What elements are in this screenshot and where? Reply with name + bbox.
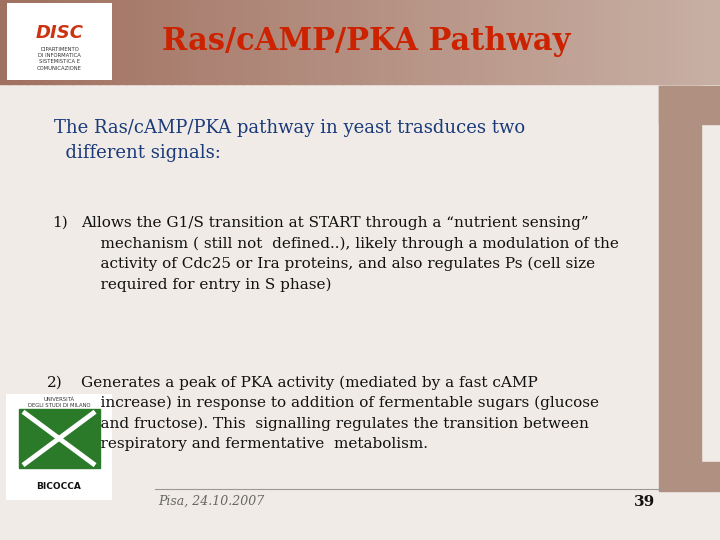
Text: Pisa, 24.10.2007: Pisa, 24.10.2007: [158, 495, 265, 508]
Bar: [171, 0, 181, 84]
Bar: [9, 0, 19, 84]
Bar: [90, 0, 100, 84]
Bar: [459, 0, 469, 84]
Bar: [684, 0, 694, 84]
Bar: [135, 0, 145, 84]
Bar: [621, 0, 631, 84]
Text: The Ras/cAMP/PKA pathway in yeast trasduces two
  different signals:: The Ras/cAMP/PKA pathway in yeast trasdu…: [54, 119, 525, 162]
Text: 2): 2): [47, 375, 63, 389]
Bar: [468, 0, 478, 84]
Bar: [414, 0, 424, 84]
Bar: [27, 0, 37, 84]
Bar: [144, 0, 154, 84]
Bar: [495, 0, 505, 84]
Text: 39: 39: [634, 495, 655, 509]
Bar: [243, 0, 253, 84]
Bar: [54, 0, 64, 84]
Bar: [324, 0, 334, 84]
Text: 1): 1): [52, 216, 68, 230]
Bar: [630, 0, 640, 84]
Bar: [99, 0, 109, 84]
Bar: [450, 0, 460, 84]
Bar: [659, 86, 719, 124]
Bar: [126, 0, 136, 84]
Bar: [594, 0, 604, 84]
Bar: [207, 0, 217, 84]
Text: Ras/cAMP/PKA Pathway: Ras/cAMP/PKA Pathway: [162, 26, 570, 57]
Bar: [261, 0, 271, 84]
Bar: [279, 0, 289, 84]
Bar: [342, 0, 352, 84]
Bar: [405, 0, 415, 84]
Bar: [162, 0, 172, 84]
Bar: [486, 0, 496, 84]
Bar: [369, 0, 379, 84]
Bar: [378, 0, 388, 84]
Bar: [19, 409, 99, 468]
Bar: [522, 0, 532, 84]
Bar: [297, 0, 307, 84]
Bar: [108, 0, 118, 84]
Bar: [81, 0, 91, 84]
Bar: [477, 0, 487, 84]
Bar: [585, 0, 595, 84]
Bar: [288, 0, 298, 84]
Bar: [36, 0, 46, 84]
Bar: [540, 0, 550, 84]
Bar: [612, 0, 622, 84]
Bar: [351, 0, 361, 84]
Bar: [117, 0, 127, 84]
Bar: [225, 0, 235, 84]
Text: Generates a peak of PKA activity (mediated by a fast cAMP
    increase) in respo: Generates a peak of PKA activity (mediat…: [81, 375, 598, 451]
Bar: [659, 462, 719, 491]
Bar: [441, 0, 451, 84]
Bar: [0, 0, 10, 84]
Bar: [396, 0, 406, 84]
Bar: [306, 0, 316, 84]
Bar: [513, 0, 523, 84]
Text: DISC: DISC: [35, 24, 84, 42]
Bar: [567, 0, 577, 84]
Text: BICOCCA: BICOCCA: [37, 482, 81, 491]
Bar: [531, 0, 541, 84]
Bar: [423, 0, 433, 84]
Bar: [603, 0, 613, 84]
Bar: [387, 0, 397, 84]
Bar: [270, 0, 280, 84]
Bar: [315, 0, 325, 84]
Bar: [360, 0, 370, 84]
Bar: [639, 0, 649, 84]
Bar: [702, 0, 712, 84]
Bar: [333, 0, 343, 84]
Bar: [216, 0, 226, 84]
Bar: [7, 3, 112, 80]
Text: UNIVERSITÀ
DEGLI STUDI DI MILANO: UNIVERSITÀ DEGLI STUDI DI MILANO: [28, 397, 90, 408]
Bar: [6, 394, 112, 500]
Bar: [180, 0, 190, 84]
Text: Allows the G1/S transition at START through a “nutrient sensing”
    mechanism (: Allows the G1/S transition at START thro…: [81, 216, 618, 292]
Bar: [693, 0, 703, 84]
Bar: [72, 0, 82, 84]
Bar: [648, 0, 658, 84]
Bar: [45, 0, 55, 84]
Bar: [576, 0, 586, 84]
Bar: [432, 0, 442, 84]
Bar: [711, 0, 720, 84]
Bar: [659, 86, 701, 462]
Bar: [18, 0, 28, 84]
Bar: [252, 0, 262, 84]
Bar: [198, 0, 208, 84]
Text: DIPARTIMENTO
DI INFORMATICA
SISTEMISTICA E
COMUNICAZIONE: DIPARTIMENTO DI INFORMATICA SISTEMISTICA…: [37, 47, 82, 71]
Bar: [189, 0, 199, 84]
Bar: [234, 0, 244, 84]
Bar: [504, 0, 514, 84]
Bar: [666, 0, 676, 84]
Bar: [63, 0, 73, 84]
Bar: [558, 0, 568, 84]
Bar: [549, 0, 559, 84]
Bar: [153, 0, 163, 84]
Bar: [675, 0, 685, 84]
Bar: [657, 0, 667, 84]
